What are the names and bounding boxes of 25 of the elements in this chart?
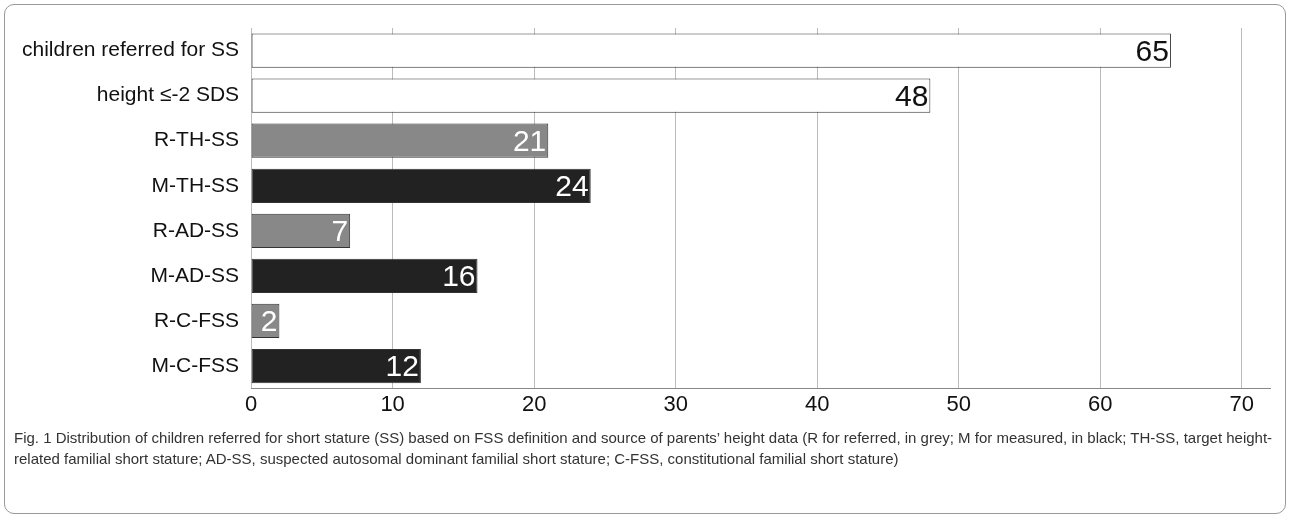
data-label: 21 (512, 123, 547, 157)
y-tick-label: M-C-FSS (151, 352, 240, 376)
y-tick-label: M-AD-SS (150, 262, 240, 286)
x-tick-label: 20 (521, 390, 547, 416)
data-label: 48 (894, 78, 929, 112)
y-tick-label: R-AD-SS (152, 217, 240, 241)
data-label: 12 (385, 349, 419, 383)
data-label: 65 (1135, 33, 1169, 67)
caption: Fig. 1 Distribution of children referred for short stature (SS) based on FSS definition and source of parents’ height data (R for referred, in grey; M for measured, in black; TH-SS, target height-related familial short stature; AD-SS, suspected autosomal dominant familial short stature; C-FSS, constitutional familial short stature) (14, 428, 1274, 469)
x-tick-label: 50 (946, 390, 971, 416)
x-tick-label: 30 (663, 390, 688, 416)
x-tick-label: 70 (1229, 390, 1254, 416)
y-tick-label: R-C-FSS (153, 307, 240, 331)
y-tick-label: R-TH-SS (153, 127, 240, 151)
data-label: 2 (260, 304, 278, 338)
data-label: 24 (555, 169, 589, 203)
data-label: 16 (442, 259, 476, 293)
x-tick-label: 10 (380, 390, 405, 416)
y-tick-label: M-TH-SS (151, 172, 240, 196)
x-tick-label: 60 (1087, 390, 1113, 416)
data-label: 7 (331, 214, 349, 248)
y-tick-label: height ≤-2 SDS (96, 82, 240, 106)
y-tick-label: children referred for SS (21, 37, 240, 61)
x-tick-label: 0 (244, 390, 258, 416)
x-tick-label: 40 (804, 390, 830, 416)
